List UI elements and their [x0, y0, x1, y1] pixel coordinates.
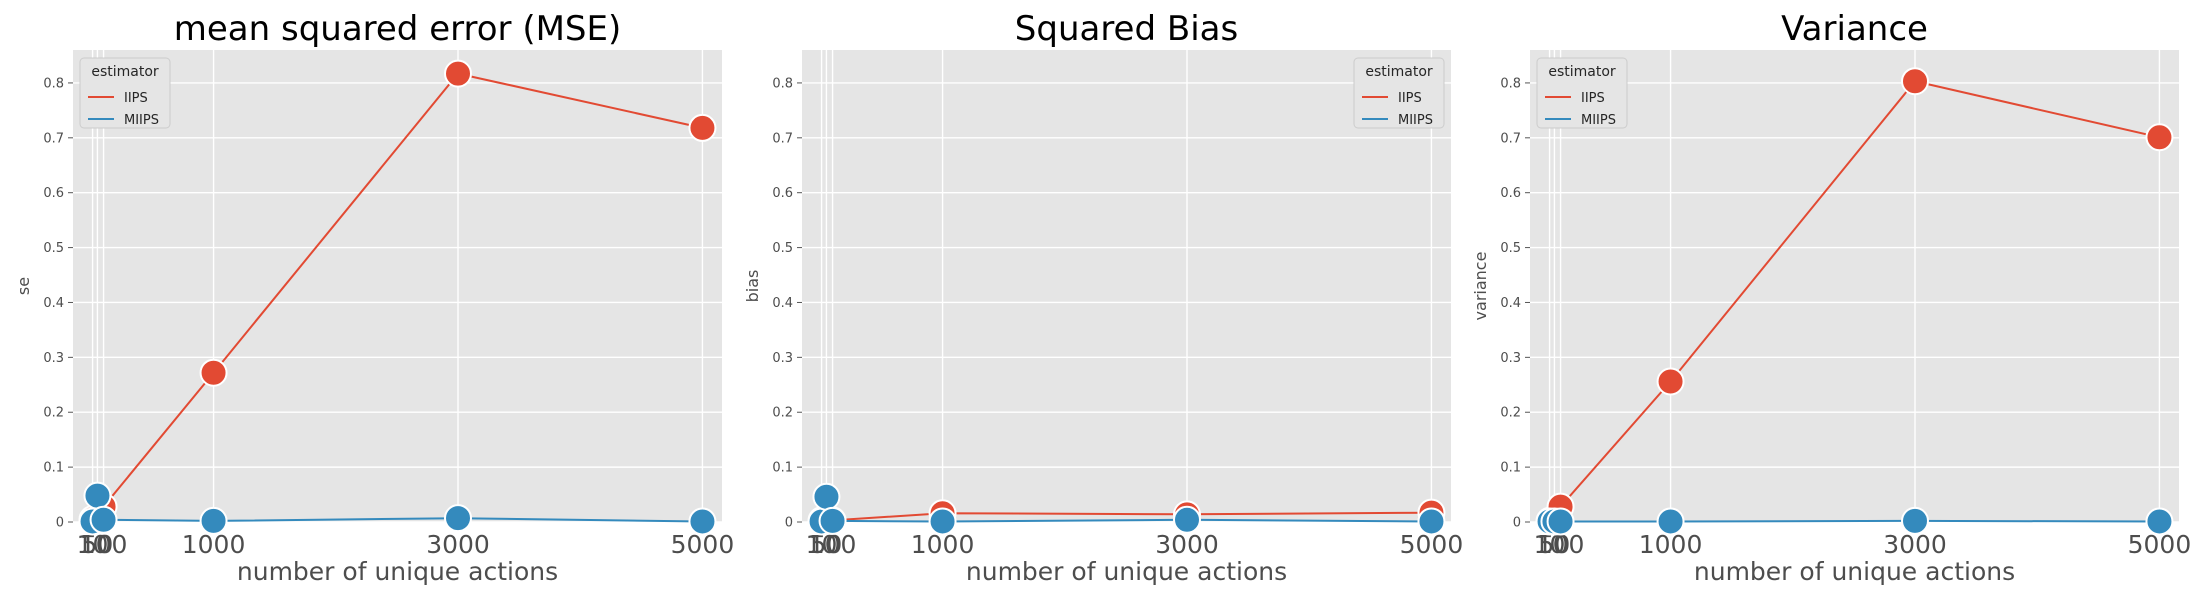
legend-title: estimator — [1548, 64, 1616, 80]
y-axis-label: bias — [743, 270, 762, 303]
chart-title: Variance — [1781, 9, 1928, 49]
y-tick-label: 0.6 — [772, 186, 793, 201]
legend: estimator IIPS MIIPS — [1536, 57, 1628, 129]
legend-label-iips: IIPS — [124, 91, 148, 106]
x-tick-label: 3000 — [1155, 530, 1219, 559]
plot-area — [1530, 50, 2179, 522]
y-tick-label: 0.8 — [1500, 76, 1521, 91]
data-point-miips — [1656, 507, 1685, 536]
y-tick-label: 0.3 — [1500, 351, 1521, 366]
series-line-miips — [1549, 519, 2160, 523]
y-tick-label: 0.6 — [43, 186, 64, 201]
data-point-miips — [928, 507, 957, 536]
y-tick-label: 0 — [785, 516, 793, 531]
y-tick-label: 0.4 — [1500, 296, 1521, 311]
y-tick-label: 0.1 — [1500, 461, 1521, 476]
data-point-miips — [1901, 506, 1929, 535]
data-point-iips — [1656, 367, 1685, 396]
data-point-miips — [83, 481, 112, 510]
y-tick-label: 0.1 — [772, 461, 793, 476]
legend-box — [79, 57, 171, 129]
y-tick-label: 0.2 — [1500, 406, 1521, 421]
data-point-miips — [1173, 505, 1201, 534]
plot-area — [73, 50, 722, 522]
data-point-iips — [1901, 67, 1929, 96]
legend-label-miips: MIIPS — [1581, 113, 1616, 128]
x-axis-label: number of unique actions — [966, 557, 1287, 586]
y-tick-label: 0.4 — [772, 296, 793, 311]
y-tick-label: 0.3 — [772, 351, 793, 366]
x-tick-label: 3000 — [426, 530, 490, 559]
y-tick-label: 0.7 — [772, 131, 793, 146]
data-point-iips — [444, 59, 472, 88]
y-tick-label: 0.8 — [43, 76, 64, 91]
data-point-iips — [2145, 123, 2174, 152]
legend-box — [1536, 57, 1628, 129]
y-tick-label: 0.4 — [43, 296, 64, 311]
legend-box — [1353, 57, 1445, 129]
x-tick-label: 50 — [82, 530, 114, 559]
data-point-miips — [1417, 507, 1446, 536]
legend-label-miips: MIIPS — [1398, 113, 1433, 128]
data-point-miips — [812, 482, 841, 511]
y-axis-label: variance — [1471, 252, 1490, 321]
y-tick-label: 0 — [1513, 516, 1521, 531]
x-axis-label: number of unique actions — [237, 557, 558, 586]
y-tick-label: 0.6 — [1500, 186, 1521, 201]
legend-label-iips: IIPS — [1581, 91, 1605, 106]
y-tick-label: 0.5 — [43, 241, 64, 256]
data-point-miips — [818, 506, 847, 535]
y-tick-label: 0.5 — [1500, 241, 1521, 256]
data-point-miips — [2145, 507, 2174, 536]
legend: estimator IIPS MIIPS — [1353, 57, 1445, 129]
data-point-iips — [688, 113, 717, 142]
y-tick-label: 0.1 — [43, 461, 64, 476]
chart-title: mean squared error (MSE) — [174, 9, 622, 49]
y-axis-label: se — [14, 277, 33, 295]
chart-title: Squared Bias — [1015, 9, 1238, 49]
legend: estimator IIPS MIIPS — [79, 57, 171, 129]
plot-area — [802, 50, 1451, 522]
legend-title: estimator — [1365, 64, 1433, 80]
y-tick-label: 0.2 — [43, 406, 64, 421]
y-tick-label: 0.3 — [43, 351, 64, 366]
y-tick-label: 0.7 — [43, 131, 64, 146]
y-tick-label: 0.7 — [1500, 131, 1521, 146]
legend-label-miips: MIIPS — [124, 113, 159, 128]
y-tick-label: 0 — [56, 516, 64, 531]
y-tick-label: 0.2 — [772, 406, 793, 421]
data-point-miips — [199, 506, 228, 535]
y-tick-label: 0.8 — [772, 76, 793, 91]
data-point-miips — [688, 507, 717, 536]
x-axis-label: number of unique actions — [1694, 557, 2015, 586]
data-point-miips — [444, 504, 472, 533]
legend-title: estimator — [91, 64, 159, 80]
data-point-miips — [1546, 507, 1575, 536]
y-tick-label: 0.5 — [772, 241, 793, 256]
data-point-miips — [89, 505, 118, 534]
legend-label-iips: IIPS — [1398, 91, 1422, 106]
x-tick-label: 100 — [80, 530, 128, 559]
data-point-iips — [199, 358, 228, 387]
